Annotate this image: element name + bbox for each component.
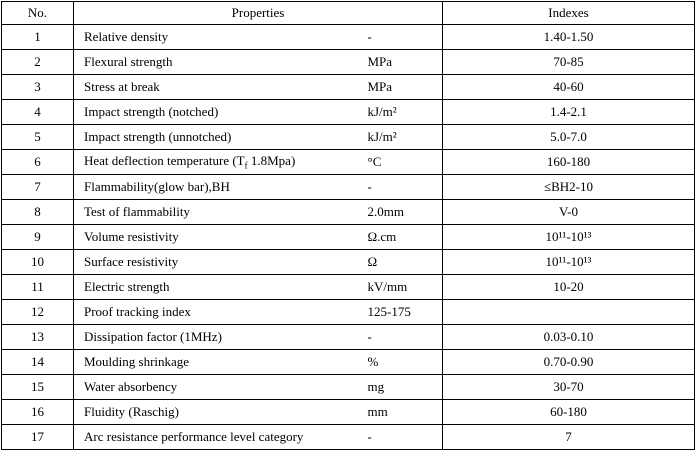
table-row: 6 Heat deflection temperature (Tf 1.8Mpa)…: [1, 149, 695, 175]
property-unit: -: [351, 324, 443, 350]
text-segment: f: [244, 160, 248, 171]
property-name: Proof tracking index: [73, 299, 352, 325]
header-cell: Properties: [73, 1, 443, 25]
index-value: 40-60: [442, 74, 695, 100]
property-unit: kJ/m²: [351, 99, 443, 125]
table-row: 1 Relative density -1.40-1.50: [1, 24, 695, 50]
property-unit: kV/mm: [351, 274, 443, 300]
index-value: 1.4-2.1: [442, 99, 695, 125]
text-segment: Heat deflection temperature (T: [84, 153, 245, 169]
index-value: 0.70-0.90: [442, 349, 695, 375]
row-number: 9: [1, 224, 74, 250]
property-unit: °C: [351, 149, 443, 175]
property-unit: -: [351, 174, 443, 200]
header-cell: No.: [1, 1, 74, 25]
property-unit: 125-175: [351, 299, 443, 325]
table-row: 3 Stress at break MPa 40-60: [1, 74, 695, 100]
property-unit: mm: [351, 399, 443, 425]
property-unit: %: [351, 349, 443, 375]
property-unit: kJ/m²: [351, 124, 443, 150]
index-value: 10¹¹-10¹³: [442, 224, 695, 250]
property-unit: MPa: [351, 49, 443, 75]
property-name: Moulding shrinkage: [73, 349, 352, 375]
row-number: 13: [1, 324, 74, 350]
table-row: 13 Dissipation factor (1MHz) -0.03-0.10: [1, 324, 695, 350]
property-name: Volume resistivity: [73, 224, 352, 250]
property-name: Impact strength (unnotched): [73, 124, 352, 150]
property-name: Heat deflection temperature (Tf 1.8Mpa): [73, 149, 352, 175]
header-row: No. Properties Indexes: [1, 1, 695, 25]
index-value: ≤BH2-10: [442, 174, 695, 200]
property-name: Surface resistivity: [73, 249, 352, 275]
property-name: Impact strength (notched): [73, 99, 352, 125]
row-number: 4: [1, 99, 74, 125]
index-value: 160-180: [442, 149, 695, 175]
index-value: 1.40-1.50: [442, 24, 695, 50]
table-row: 10 Surface resistivity Ω 10¹¹-10¹³: [1, 249, 695, 275]
table-row: 2 Flexural strength MPa 70-85: [1, 49, 695, 75]
property-name: Relative density: [73, 24, 352, 50]
table-row: 14 Moulding shrinkage% 0.70-0.90: [1, 349, 695, 375]
table-row: 12 Proof tracking index 125-175: [1, 299, 695, 325]
row-number: 6: [1, 149, 74, 175]
row-number: 10: [1, 249, 74, 275]
row-number: 16: [1, 399, 74, 425]
index-value: 30-70: [442, 374, 695, 400]
table-row: 15 Water absorbency mg 30-70: [1, 374, 695, 400]
row-number: 11: [1, 274, 74, 300]
table-row: 16 Fluidity (Raschig) mm 60-180: [1, 399, 695, 425]
index-value: 5.0-7.0: [442, 124, 695, 150]
row-number: 2: [1, 49, 74, 75]
index-value: [442, 299, 695, 325]
index-value: 60-180: [442, 399, 695, 425]
index-value: V-0: [442, 199, 695, 225]
row-number: 8: [1, 199, 74, 225]
property-unit: mg: [351, 374, 443, 400]
table-row: 11 Electric strength kV/mm 10-20: [1, 274, 695, 300]
index-value: 0.03-0.10: [442, 324, 695, 350]
table-row: 7 Flammability(glow bar),BH - ≤BH2-10: [1, 174, 695, 200]
property-unit: -: [351, 24, 443, 50]
property-name: Flammability(glow bar),BH: [73, 174, 352, 200]
property-name: Test of flammability: [73, 199, 352, 225]
table-row: 9 Volume resistivity Ω.cm 10¹¹-10¹³: [1, 224, 695, 250]
table-row: 8 Test of flammability 2.0mm V-0: [1, 199, 695, 225]
property-name: Stress at break: [73, 74, 352, 100]
row-number: 7: [1, 174, 74, 200]
text-segment: 1.8Mpa): [247, 153, 296, 169]
row-number: 3: [1, 74, 74, 100]
property-name: Fluidity (Raschig): [73, 399, 352, 425]
row-number: 14: [1, 349, 74, 375]
property-name: Flexural strength: [73, 49, 352, 75]
property-unit: 2.0mm: [351, 199, 443, 225]
index-value: 70-85: [442, 49, 695, 75]
row-number: 12: [1, 299, 74, 325]
row-number: 1: [1, 24, 74, 50]
index-value: 10-20: [442, 274, 695, 300]
index-value: 10¹¹-10¹³: [442, 249, 695, 275]
table-row: 4 Impact strength (notched) kJ/m² 1.4-2.1: [1, 99, 695, 125]
property-name: Electric strength: [73, 274, 352, 300]
property-name: Dissipation factor (1MHz): [73, 324, 352, 350]
row-number: 15: [1, 374, 74, 400]
property-unit: Ω: [351, 249, 443, 275]
header-cell: Indexes: [442, 1, 695, 25]
table-row: 5 Impact strength (unnotched) kJ/m² 5.0-7.0: [1, 124, 695, 150]
property-unit: Ω.cm: [351, 224, 443, 250]
property-unit: MPa: [351, 74, 443, 100]
property-name: Water absorbency: [73, 374, 352, 400]
row-number: 5: [1, 124, 74, 150]
